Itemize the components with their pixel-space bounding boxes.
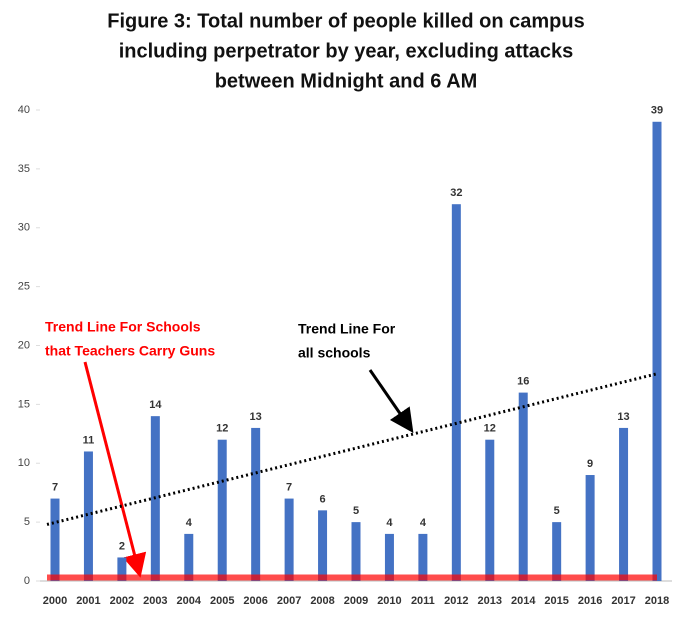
x-tick-label: 2012	[444, 595, 468, 607]
data-label: 14	[149, 399, 162, 411]
y-tick-label: 0	[24, 575, 30, 587]
bar	[485, 439, 495, 581]
data-label: 39	[651, 105, 663, 117]
arrow	[368, 369, 414, 433]
bar	[318, 510, 328, 581]
x-tick-label: 2006	[243, 595, 267, 607]
data-label: 7	[286, 481, 292, 493]
data-label: 5	[353, 505, 359, 517]
bar	[585, 475, 595, 581]
data-label: 9	[587, 458, 593, 470]
x-tick-label: 2005	[210, 595, 234, 607]
annotation: Trend Line For Schools	[45, 319, 201, 335]
x-tick-label: 2017	[611, 595, 635, 607]
x-tick-label: 2003	[143, 595, 167, 607]
x-tick-label: 2013	[478, 595, 502, 607]
y-tick-label: 40	[18, 104, 30, 116]
data-label: 4	[386, 517, 393, 529]
data-label: 2	[119, 540, 125, 552]
x-tick-label: 2018	[645, 595, 669, 607]
bar	[284, 498, 294, 581]
bar	[384, 533, 394, 581]
data-label: 16	[517, 376, 529, 388]
x-tick-label: 2009	[344, 595, 368, 607]
chart-title: between Midnight and 6 AM	[215, 70, 478, 92]
bar	[351, 522, 361, 581]
bar	[184, 533, 194, 581]
annotation: all schools	[298, 345, 371, 361]
bar	[518, 392, 528, 581]
chart-title: including perpetrator by year, excluding…	[119, 40, 574, 62]
data-label: 4	[186, 517, 193, 529]
x-tick-label: 2011	[411, 595, 435, 607]
data-label: 13	[617, 411, 629, 423]
data-label: 7	[52, 481, 58, 493]
bar	[552, 522, 562, 581]
data-label: 12	[216, 423, 228, 435]
arrow	[83, 361, 147, 578]
bar	[619, 427, 629, 581]
y-tick-label: 5	[24, 516, 30, 528]
bar	[83, 451, 93, 581]
bar	[117, 557, 127, 581]
x-tick-label: 2010	[377, 595, 401, 607]
data-label: 5	[554, 505, 560, 517]
chart-title: Figure 3: Total number of people killed …	[107, 10, 584, 32]
x-tick-label: 2001	[76, 595, 100, 607]
y-tick-label: 25	[18, 281, 30, 293]
y-tick-label: 35	[18, 163, 30, 175]
y-tick-label: 20	[18, 339, 30, 351]
data-label: 6	[319, 493, 325, 505]
trend-line	[46, 372, 658, 526]
x-tick-label: 2015	[544, 595, 568, 607]
y-tick-label: 30	[18, 222, 30, 234]
bar	[451, 204, 461, 581]
data-label: 13	[250, 411, 262, 423]
data-label: 11	[83, 434, 95, 446]
bar	[418, 533, 428, 581]
data-label: 4	[420, 517, 427, 529]
annotation: that Teachers Carry Guns	[45, 343, 215, 359]
bar	[652, 121, 662, 582]
y-tick-label: 15	[18, 398, 30, 410]
bar	[251, 427, 261, 581]
x-tick-label: 2002	[110, 595, 134, 607]
x-tick-label: 2007	[277, 595, 301, 607]
bar	[217, 439, 227, 581]
x-tick-label: 2004	[177, 595, 202, 607]
y-tick-label: 10	[18, 457, 30, 469]
annotation: Trend Line For	[298, 321, 396, 337]
x-tick-label: 2016	[578, 595, 602, 607]
x-tick-label: 2008	[310, 595, 334, 607]
x-tick-label: 2014	[511, 595, 536, 607]
bar	[50, 498, 60, 581]
data-label: 32	[450, 187, 462, 199]
x-tick-label: 2000	[43, 595, 67, 607]
data-label: 12	[484, 423, 496, 435]
